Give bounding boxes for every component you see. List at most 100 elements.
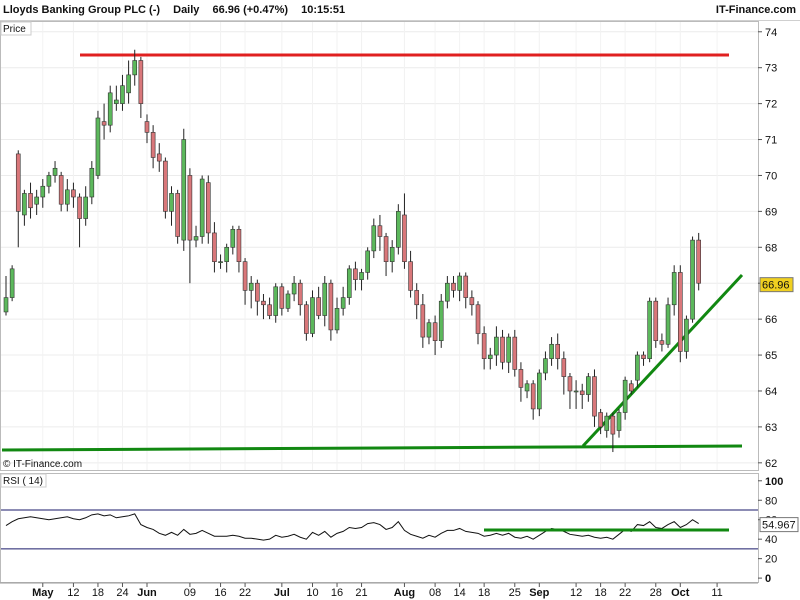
- candle: [481, 326, 487, 370]
- candle-body: [463, 275, 469, 298]
- candle: [52, 161, 58, 183]
- candle-body: [359, 272, 364, 280]
- candle-body: [481, 333, 487, 359]
- candle: [297, 279, 303, 316]
- candle: [432, 315, 438, 356]
- candle-body: [3, 297, 9, 313]
- candle: [28, 182, 33, 219]
- candle-body: [273, 286, 279, 316]
- candle: [34, 189, 39, 215]
- candle: [150, 125, 156, 169]
- candle: [156, 143, 162, 172]
- candle: [199, 175, 205, 244]
- candle: [555, 333, 561, 370]
- candle-body: [346, 268, 352, 298]
- candle-body: [402, 214, 407, 262]
- candle-body: [52, 167, 58, 176]
- rsi-tick-label: 100: [765, 476, 783, 488]
- candle-body: [408, 261, 413, 291]
- time-tick-label: 12: [570, 587, 582, 599]
- candle-body: [28, 193, 33, 209]
- candle-body: [487, 354, 493, 359]
- candle-body: [15, 153, 21, 212]
- candle-body: [199, 178, 205, 237]
- candle: [77, 193, 82, 248]
- candle: [304, 301, 309, 341]
- candle-body: [616, 412, 622, 431]
- candle-body: [9, 268, 15, 298]
- candle-body: [353, 268, 358, 280]
- candle-body: [598, 412, 603, 428]
- candle-body: [641, 354, 646, 359]
- price-tick-label: 64: [765, 386, 777, 398]
- candle-body: [285, 293, 291, 309]
- candle: [469, 290, 475, 316]
- candle-body: [530, 383, 536, 410]
- candle: [95, 110, 101, 180]
- candle: [255, 279, 260, 316]
- candle: [365, 247, 370, 280]
- candle-body: [677, 272, 683, 352]
- candle-body: [328, 282, 334, 331]
- time-tick-label: 16: [214, 587, 226, 599]
- candle-body: [494, 336, 499, 356]
- candle: [101, 103, 107, 140]
- rsi-label-box: [0, 473, 47, 488]
- candle: [169, 186, 174, 226]
- candle-body: [451, 282, 456, 291]
- time-tick-label: 18: [92, 587, 104, 599]
- candle-body: [671, 272, 677, 306]
- candle-body: [543, 358, 548, 374]
- time-tick-label: Aug: [394, 587, 415, 599]
- price-tick-label: 68: [765, 242, 777, 254]
- candle: [334, 297, 340, 334]
- candle-body: [365, 250, 370, 273]
- candle: [107, 85, 113, 133]
- candle-body: [65, 189, 70, 205]
- rsi-tick-label: 0: [765, 573, 771, 585]
- candle: [89, 161, 95, 205]
- candle-body: [132, 60, 138, 76]
- candle: [549, 337, 554, 366]
- candle: [3, 276, 9, 316]
- candle: [218, 254, 223, 269]
- candle: [567, 373, 573, 409]
- candle-body: [432, 322, 438, 341]
- candle: [677, 265, 683, 363]
- candle: [494, 326, 499, 366]
- candle: [389, 240, 395, 273]
- support-line: [1, 444, 743, 452]
- candle: [396, 204, 401, 255]
- candle: [212, 222, 217, 273]
- price-tick-label: 66: [765, 314, 777, 326]
- last-price: 66.96 (+0.47%): [212, 4, 289, 16]
- price-panel-label: Price: [3, 24, 26, 35]
- time-tick-label: 24: [116, 587, 128, 599]
- candle: [187, 168, 193, 284]
- candle-body: [396, 211, 401, 248]
- time-tick-label: May: [32, 587, 54, 599]
- candle-body: [236, 229, 242, 262]
- candle-body: [426, 322, 432, 338]
- candle: [114, 85, 119, 111]
- candle: [684, 315, 689, 359]
- candle-body: [107, 92, 113, 126]
- uptrend-line: [581, 273, 744, 448]
- time-tick-label: 11: [711, 587, 722, 599]
- candle: [138, 56, 144, 118]
- candle-body: [659, 340, 665, 345]
- candle-body: [95, 117, 101, 176]
- candle: [322, 276, 328, 327]
- candle: [120, 74, 125, 111]
- candle-body: [604, 415, 610, 431]
- candle-body: [469, 297, 475, 306]
- candle: [163, 157, 168, 219]
- last-price-tag: [759, 277, 794, 293]
- candle-body: [684, 318, 689, 352]
- candle: [438, 293, 444, 348]
- candle-body: [279, 286, 285, 309]
- candle: [22, 189, 27, 226]
- price-tick-label: 74: [765, 27, 777, 39]
- candle-body: [377, 225, 383, 237]
- candle: [524, 380, 530, 399]
